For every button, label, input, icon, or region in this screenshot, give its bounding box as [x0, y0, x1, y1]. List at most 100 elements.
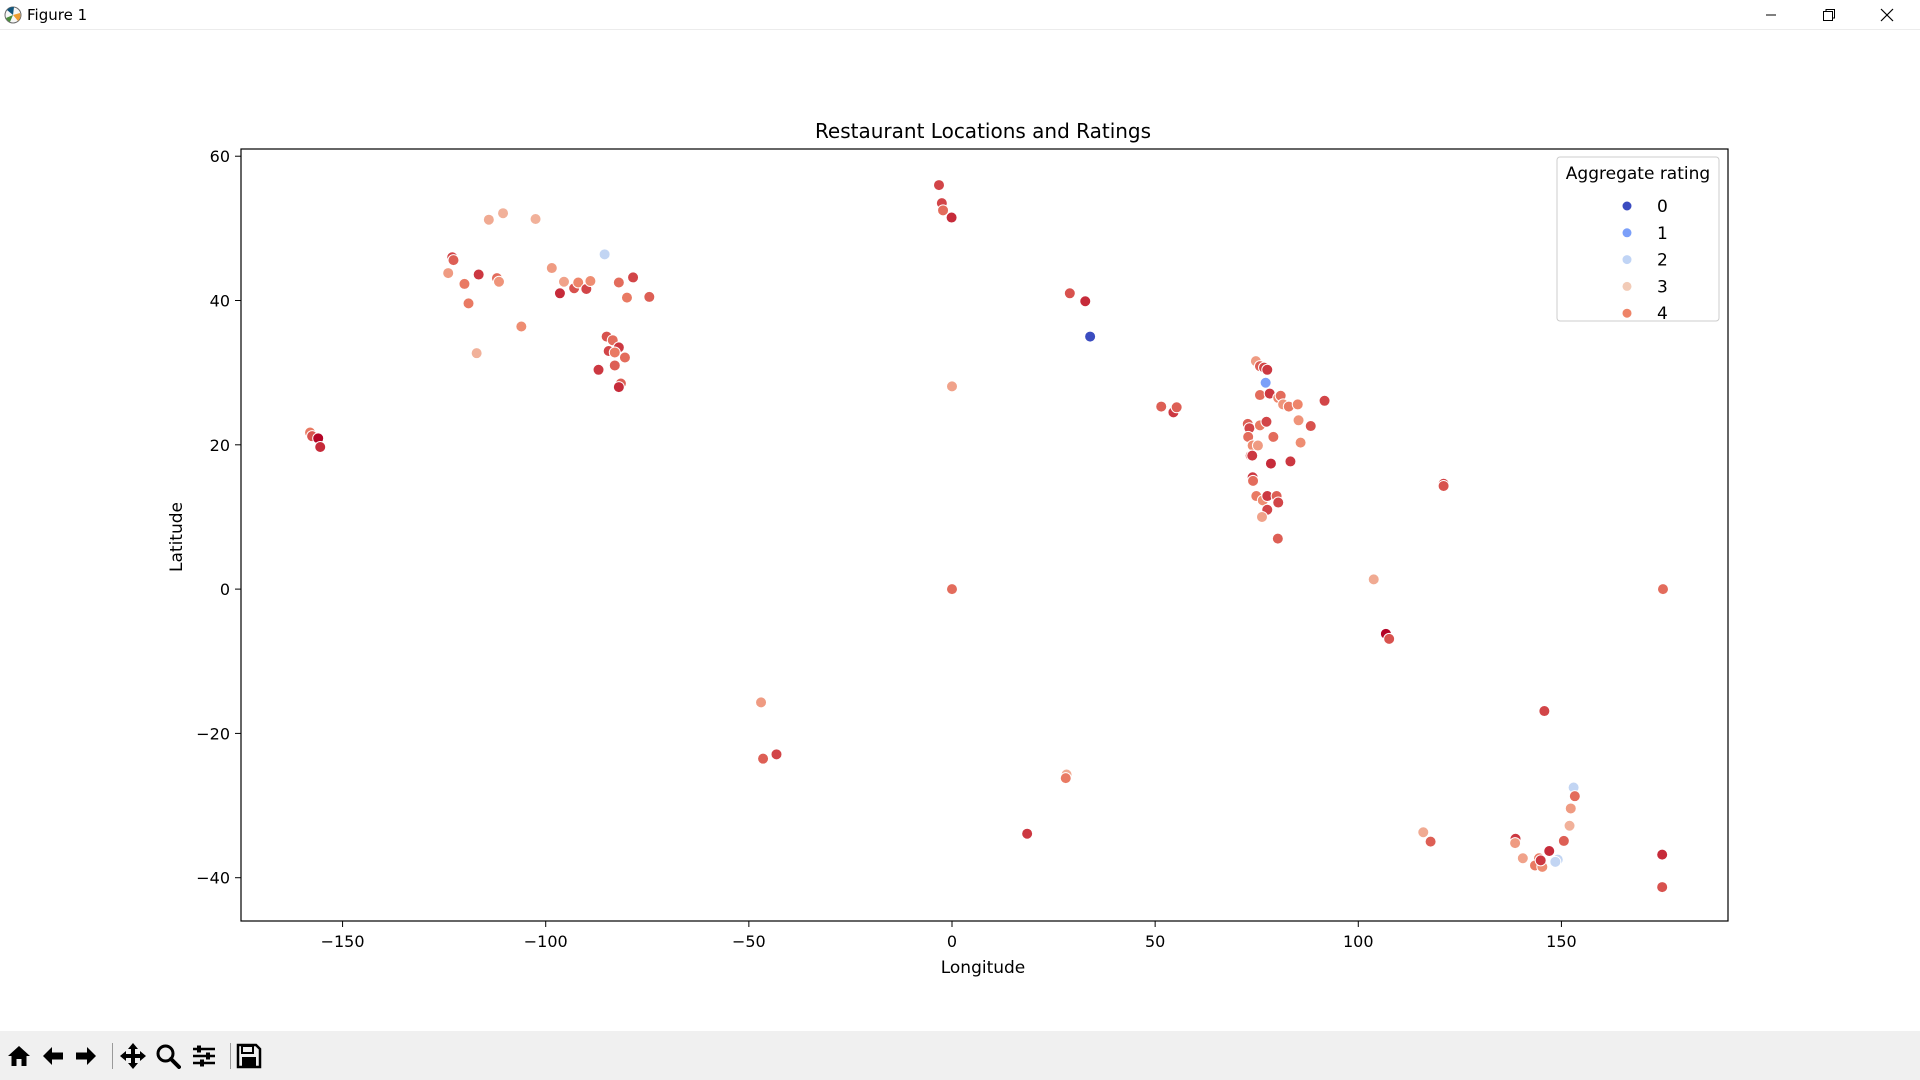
- x-tick-label: 100: [1343, 932, 1374, 951]
- data-point: [1367, 573, 1380, 586]
- legend-entries: 0 1 2 3 4: [1621, 197, 1668, 324]
- minimize-button[interactable]: [1742, 0, 1800, 29]
- legend-label: 0: [1657, 197, 1668, 217]
- data-point: [584, 275, 597, 288]
- data-point: [627, 271, 640, 284]
- data-point: [1318, 394, 1331, 407]
- data-point: [1543, 845, 1556, 858]
- x-axis: −150 −100 −50 0 50 100 150: [321, 921, 1577, 951]
- data-point: [1534, 854, 1547, 867]
- data-point: [492, 275, 505, 288]
- data-point: [612, 276, 625, 289]
- forward-icon: [76, 1047, 96, 1065]
- figure-canvas: Restaurant Locations and Ratings −150 −10…: [0, 30, 1920, 1029]
- data-point: [1251, 439, 1264, 452]
- data-point: [770, 748, 783, 761]
- data-point: [458, 277, 471, 290]
- data-point: [598, 248, 611, 261]
- data-point: [945, 380, 958, 393]
- x-tick-label: 0: [947, 932, 957, 951]
- pan-icon: [120, 1043, 146, 1069]
- save-icon: [236, 1043, 262, 1069]
- configure-subplots-button[interactable]: [189, 1041, 219, 1071]
- data-point: [1063, 287, 1076, 300]
- data-point: [1417, 826, 1430, 839]
- y-tick-label: 20: [210, 436, 230, 455]
- configure-subplots-icon: [193, 1045, 215, 1067]
- data-point: [620, 291, 633, 304]
- x-tick-label: 50: [1145, 932, 1165, 951]
- data-point: [557, 275, 570, 288]
- data-point: [1264, 457, 1277, 470]
- data-point: [1656, 848, 1669, 861]
- data-point: [1564, 802, 1577, 815]
- data-point: [937, 204, 950, 217]
- toolbar-separator: [112, 1043, 113, 1069]
- scatter-chart: Restaurant Locations and Ratings −150 −10…: [167, 119, 1729, 978]
- legend-marker: [1621, 254, 1633, 266]
- data-point: [612, 381, 625, 394]
- data-point: [608, 346, 621, 359]
- data-point: [1383, 632, 1396, 645]
- data-point: [1656, 583, 1669, 596]
- x-axis-label: Longitude: [941, 958, 1026, 978]
- minimize-icon: [1766, 14, 1776, 15]
- data-point: [757, 752, 770, 765]
- zoom-icon: [156, 1044, 181, 1069]
- data-point: [1538, 705, 1551, 718]
- close-button[interactable]: [1858, 0, 1916, 29]
- legend-marker: [1621, 227, 1633, 239]
- legend-label: 1: [1657, 224, 1668, 244]
- data-point: [515, 320, 528, 333]
- data-point: [1247, 474, 1260, 487]
- matplotlib-icon: [4, 6, 22, 24]
- data-point: [1155, 400, 1168, 413]
- legend-label: 3: [1657, 277, 1668, 297]
- data-point: [1516, 852, 1529, 865]
- data-point: [472, 268, 485, 281]
- maximize-button[interactable]: [1800, 0, 1858, 29]
- data-point: [945, 583, 958, 596]
- y-tick-label: −40: [196, 869, 230, 888]
- x-tick-label: 150: [1546, 932, 1577, 951]
- y-tick-label: −20: [196, 724, 230, 743]
- data-point: [643, 290, 656, 303]
- data-point: [1059, 772, 1072, 785]
- save-button[interactable]: [234, 1041, 264, 1071]
- pan-button[interactable]: [118, 1041, 148, 1071]
- home-button[interactable]: [4, 1041, 34, 1071]
- legend-marker: [1621, 307, 1633, 319]
- toolbar-separator: [230, 1043, 231, 1069]
- legend-label: 2: [1657, 251, 1668, 271]
- window-title: Figure 1: [27, 6, 88, 24]
- legend-title: Aggregate rating: [1566, 164, 1710, 184]
- data-point: [1079, 295, 1092, 308]
- x-tick-label: −100: [524, 932, 568, 951]
- data-point: [1021, 827, 1034, 840]
- zoom-button[interactable]: [153, 1041, 183, 1071]
- data-point: [592, 363, 605, 376]
- forward-button[interactable]: [71, 1041, 101, 1071]
- data-point: [1437, 479, 1450, 492]
- legend: Aggregate rating 0 1 2 3 4: [1556, 156, 1720, 324]
- data-point: [608, 359, 621, 372]
- data-point: [553, 287, 566, 300]
- y-tick-label: 0: [220, 580, 230, 599]
- data-point: [1656, 881, 1669, 894]
- data-point: [1563, 819, 1576, 832]
- data-point: [1259, 376, 1272, 389]
- legend-marker: [1621, 280, 1633, 292]
- data-point: [1549, 855, 1562, 868]
- data-point: [1170, 401, 1183, 414]
- y-axis-label: Latitude: [167, 502, 187, 572]
- legend-box: [1556, 156, 1720, 322]
- back-button[interactable]: [38, 1041, 68, 1071]
- data-point: [482, 213, 495, 226]
- data-point: [442, 267, 455, 280]
- legend-label: 4: [1657, 304, 1668, 324]
- data-point: [618, 351, 631, 364]
- data-point: [1424, 835, 1437, 848]
- maximize-icon: [1823, 8, 1835, 21]
- data-point: [945, 211, 958, 224]
- y-tick-label: 40: [210, 292, 230, 311]
